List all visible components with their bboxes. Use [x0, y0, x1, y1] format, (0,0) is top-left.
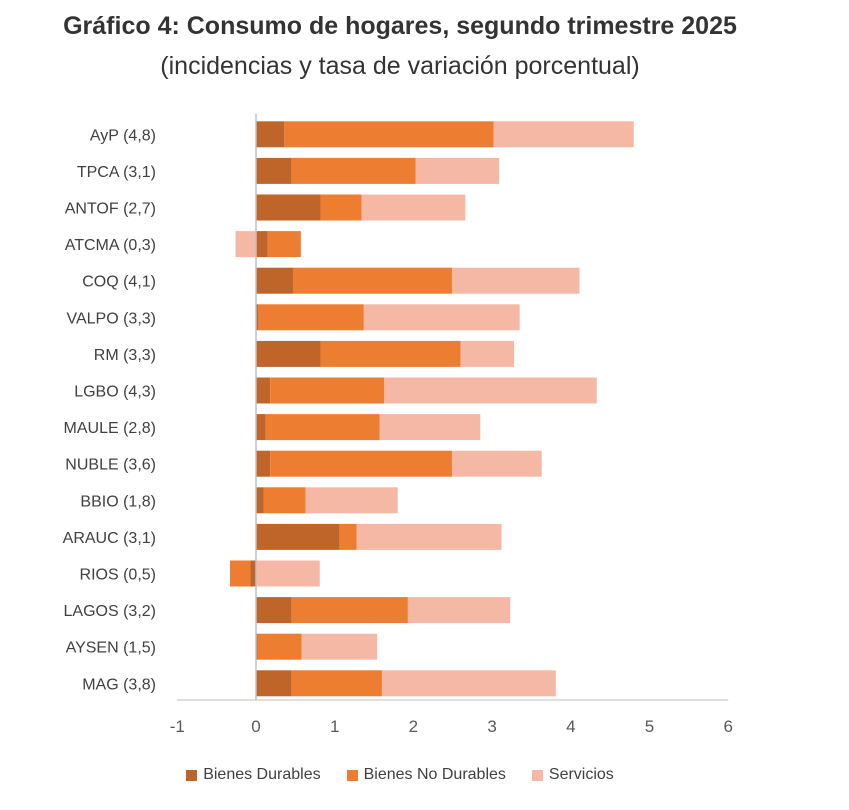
bar-segment	[250, 560, 256, 587]
bar-segment	[256, 670, 292, 697]
y-tick-label: ANTOF (2,7)	[65, 201, 156, 218]
x-tick-label: 4	[566, 717, 575, 736]
legend-swatch-bienes-no-durables	[346, 769, 358, 781]
x-tick-label: 6	[723, 717, 732, 736]
bar-segment	[265, 414, 380, 441]
bar-segment	[263, 487, 306, 514]
bar-segment	[381, 670, 556, 697]
bar-segment	[415, 157, 500, 184]
bar-segment	[256, 340, 321, 367]
bar-segment	[270, 377, 385, 404]
bar-segment	[256, 377, 271, 404]
bar-segment	[361, 194, 466, 221]
bar-segment	[363, 304, 520, 331]
bar-segment	[493, 121, 634, 148]
x-tick-label: 0	[251, 717, 260, 736]
legend: Bienes Durables Bienes No Durables Servi…	[0, 766, 800, 784]
bar-segment	[379, 414, 481, 441]
y-tick-label: NUBLE (3,6)	[65, 457, 156, 474]
bar-segment	[235, 231, 256, 258]
bar-segment	[291, 670, 382, 697]
bar-segment	[258, 304, 364, 331]
bar-segment	[301, 633, 378, 660]
bar-segment	[320, 194, 362, 221]
bar-segment	[320, 340, 461, 367]
y-tick-label: BBIO (1,8)	[80, 493, 156, 510]
legend-item-bienes-no-durables: Bienes No Durables	[346, 766, 506, 784]
y-tick-label: COQ (4,1)	[82, 274, 156, 291]
bar-segment	[291, 597, 408, 624]
bar-segment	[256, 231, 268, 258]
legend-swatch-servicios	[531, 769, 543, 781]
bar-segment	[256, 523, 340, 550]
chart-subtitle: (incidencias y tasa de variación porcent…	[160, 52, 640, 80]
y-tick-label: AyP (4,8)	[90, 127, 156, 144]
bar-segment	[256, 121, 285, 148]
y-tick-label: ARAUC (3,1)	[63, 530, 156, 547]
bar-segment	[305, 487, 398, 514]
x-tick-label: 3	[487, 717, 496, 736]
y-tick-label: MAULE (2,8)	[64, 420, 156, 437]
bar-segment	[256, 194, 321, 221]
bar-segment	[460, 340, 515, 367]
bar-segment	[256, 560, 320, 587]
y-tick-label: LGBO (4,3)	[74, 384, 156, 401]
x-tick-label: 2	[409, 717, 418, 736]
bar-segment	[256, 487, 264, 514]
bar-segment	[339, 523, 357, 550]
bar-segment	[256, 597, 292, 624]
legend-item-servicios: Servicios	[531, 766, 614, 784]
legend-label-bienes-durables: Bienes Durables	[203, 766, 321, 783]
bar-segment	[356, 523, 502, 550]
bar-segment	[291, 157, 416, 184]
bar-segment	[451, 450, 542, 477]
bar-segment	[230, 560, 251, 587]
bar-segment	[256, 304, 259, 331]
y-tick-label: TPCA (3,1)	[77, 164, 156, 181]
bar-segment	[257, 633, 302, 660]
bar-segment	[407, 597, 511, 624]
bar-segment	[384, 377, 597, 404]
legend-swatch-bienes-durables	[186, 769, 198, 781]
y-tick-label: RIOS (0,5)	[80, 567, 156, 584]
y-tick-label: AYSEN (1,5)	[66, 640, 156, 657]
legend-label-servicios: Servicios	[548, 766, 614, 783]
bar-segment	[256, 157, 292, 184]
bar-segment	[256, 267, 293, 294]
x-tick-label: 1	[330, 717, 339, 736]
y-tick-label: MAG (3,8)	[82, 676, 156, 693]
bar-segment	[284, 121, 494, 148]
y-tick-label: ATCMA (0,3)	[65, 237, 156, 254]
x-tick-label: -1	[170, 717, 185, 736]
chart-title: Gráfico 4: Consumo de hogares, segundo t…	[63, 12, 737, 40]
bar-segment	[270, 450, 452, 477]
x-tick-label: 5	[645, 717, 654, 736]
legend-label-bienes-no-durables: Bienes No Durables	[363, 766, 506, 783]
bar-segment	[256, 450, 271, 477]
legend-item-bienes-durables: Bienes Durables	[186, 766, 321, 784]
bar-segment	[256, 633, 258, 660]
bar-segment	[267, 231, 301, 258]
y-tick-label: LAGOS (3,2)	[64, 603, 156, 620]
y-tick-label: VALPO (3,3)	[66, 310, 156, 327]
y-tick-label: RM (3,3)	[94, 347, 156, 364]
bar-segment	[256, 414, 266, 441]
bar-segment	[292, 267, 452, 294]
bar-segment	[451, 267, 580, 294]
